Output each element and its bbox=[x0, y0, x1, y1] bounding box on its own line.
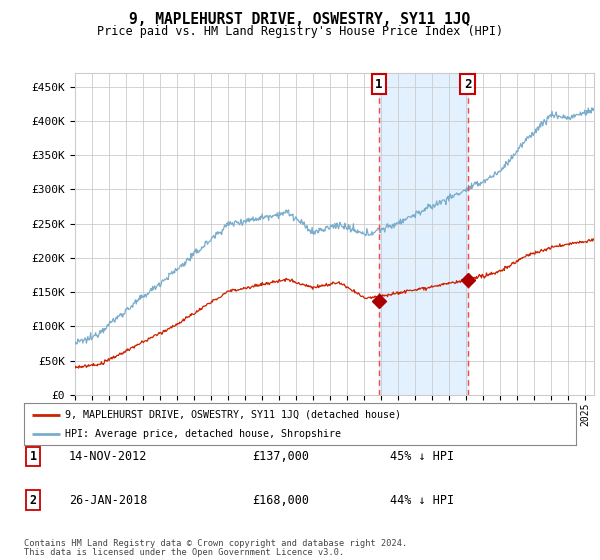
Text: 44% ↓ HPI: 44% ↓ HPI bbox=[390, 493, 454, 507]
Text: 45% ↓ HPI: 45% ↓ HPI bbox=[390, 450, 454, 463]
Text: 26-JAN-2018: 26-JAN-2018 bbox=[69, 493, 148, 507]
Text: 2: 2 bbox=[29, 493, 37, 507]
Bar bbox=[379, 73, 467, 395]
Text: £168,000: £168,000 bbox=[252, 493, 309, 507]
Text: 9, MAPLEHURST DRIVE, OSWESTRY, SY11 1JQ: 9, MAPLEHURST DRIVE, OSWESTRY, SY11 1JQ bbox=[130, 12, 470, 27]
Text: 14-NOV-2012: 14-NOV-2012 bbox=[69, 450, 148, 463]
Text: 2: 2 bbox=[464, 78, 472, 91]
Text: 1: 1 bbox=[376, 78, 383, 91]
Text: Price paid vs. HM Land Registry's House Price Index (HPI): Price paid vs. HM Land Registry's House … bbox=[97, 25, 503, 38]
Text: HPI: Average price, detached house, Shropshire: HPI: Average price, detached house, Shro… bbox=[65, 429, 341, 439]
Text: £137,000: £137,000 bbox=[252, 450, 309, 463]
Text: 9, MAPLEHURST DRIVE, OSWESTRY, SY11 1JQ (detached house): 9, MAPLEHURST DRIVE, OSWESTRY, SY11 1JQ … bbox=[65, 409, 401, 419]
Text: Contains HM Land Registry data © Crown copyright and database right 2024.: Contains HM Land Registry data © Crown c… bbox=[24, 539, 407, 548]
Text: This data is licensed under the Open Government Licence v3.0.: This data is licensed under the Open Gov… bbox=[24, 548, 344, 557]
Text: 1: 1 bbox=[29, 450, 37, 463]
